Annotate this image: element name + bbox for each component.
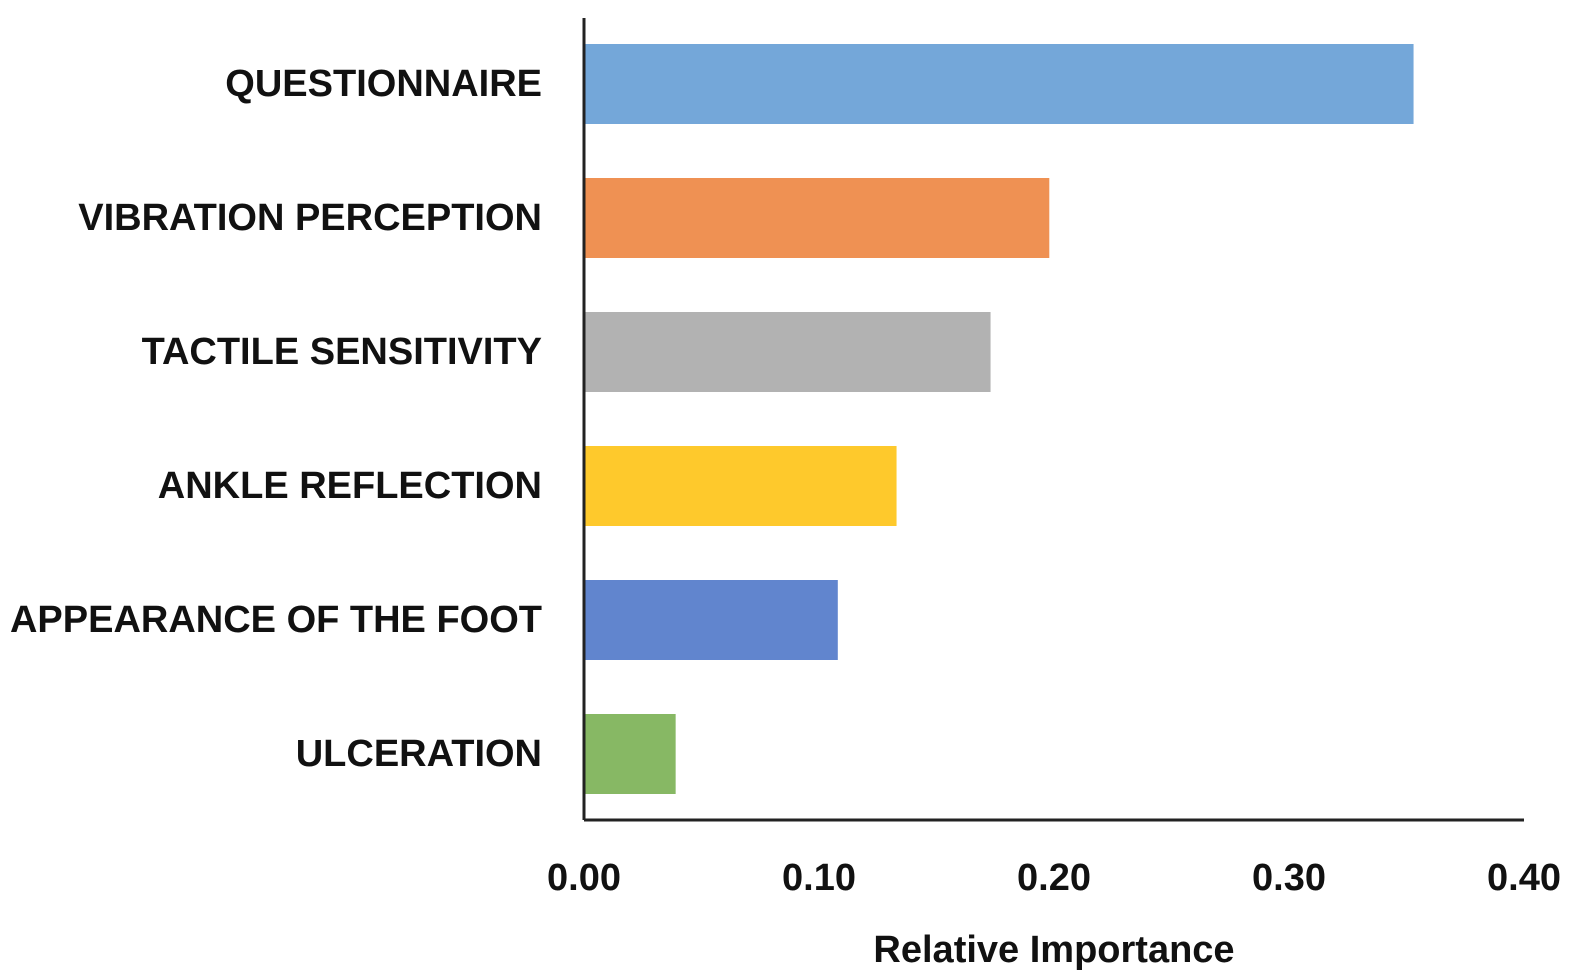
x-tick-label: 0.00 xyxy=(547,857,621,899)
bar-questionnaire xyxy=(584,44,1414,124)
x-tick-labels: 0.00 0.10 0.20 0.30 0.40 xyxy=(547,857,1561,899)
bars-layer xyxy=(584,44,1414,794)
category-label: ULCERATION xyxy=(296,733,542,775)
x-axis-title: Relative Importance xyxy=(873,929,1234,971)
bar-ankle-reflection xyxy=(584,446,897,526)
x-tick-label: 0.30 xyxy=(1252,857,1326,899)
category-label: TACTILE SENSITIVITY xyxy=(142,331,542,373)
category-label: QUESTIONNAIRE xyxy=(225,63,542,105)
bar-appearance-of-the-foot xyxy=(584,580,838,660)
category-label: VIBRATION PERCEPTION xyxy=(78,197,542,239)
x-tick-label: 0.10 xyxy=(782,857,856,899)
category-label: APPEARANCE OF THE FOOT xyxy=(10,599,542,641)
bar-tactile-sensitivity xyxy=(584,312,991,392)
x-tick-label: 0.40 xyxy=(1487,857,1561,899)
bar-vibration-perception xyxy=(584,178,1050,258)
bar-ulceration xyxy=(584,714,676,794)
category-labels: QUESTIONNAIRE VIBRATION PERCEPTION TACTILE… xyxy=(10,63,542,775)
x-tick-label: 0.20 xyxy=(1017,857,1091,899)
category-label: ANKLE REFLECTION xyxy=(158,465,542,507)
